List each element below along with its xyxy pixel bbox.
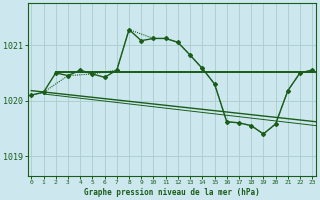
X-axis label: Graphe pression niveau de la mer (hPa): Graphe pression niveau de la mer (hPa) xyxy=(84,188,260,197)
